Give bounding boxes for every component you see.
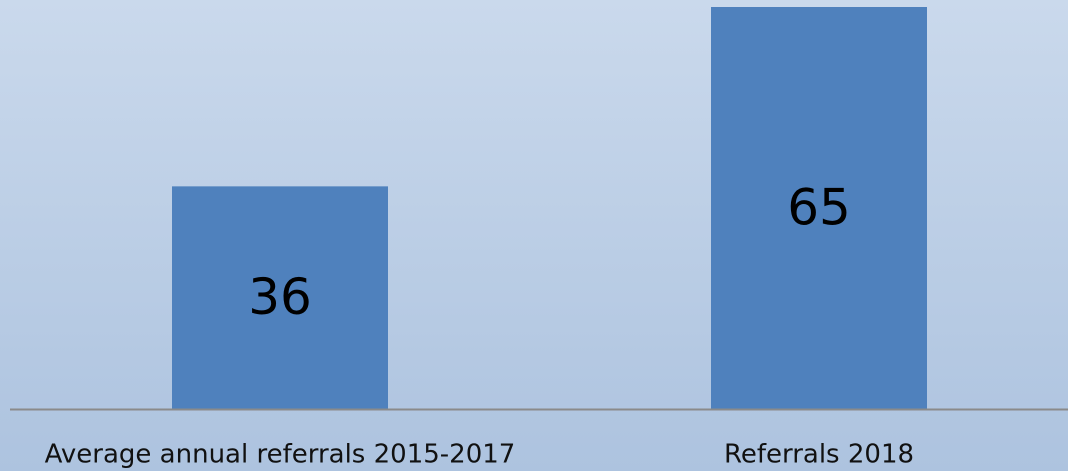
- bar: [711, 7, 927, 409]
- x-tick-label: Referrals 2018: [724, 440, 914, 470]
- x-tick-label: Average annual referrals 2015-2017: [45, 440, 516, 470]
- bar: [172, 186, 388, 409]
- data-label: 65: [787, 179, 851, 237]
- data-label: 36: [248, 268, 312, 326]
